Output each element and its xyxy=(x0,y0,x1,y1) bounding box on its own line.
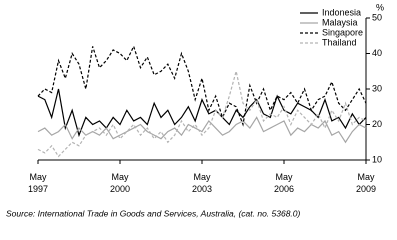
legend-label: Malaysia xyxy=(322,17,358,27)
y-tick-label: 40 xyxy=(372,48,382,58)
x-tick-label: May 2006 xyxy=(274,172,294,194)
y-tick-label: 50 xyxy=(372,12,382,22)
legend-label: Thailand xyxy=(322,37,357,47)
x-tick-label: May 2009 xyxy=(356,172,376,194)
y-axis-label: % xyxy=(376,2,384,12)
chart: % Source: International Trade in Goods a… xyxy=(6,2,384,218)
legend-label: Singapore xyxy=(322,27,363,37)
series-line xyxy=(37,44,367,127)
y-tick-label: 30 xyxy=(372,83,382,93)
x-tick-label: May 2003 xyxy=(192,172,212,194)
y-tick-label: 10 xyxy=(372,154,382,164)
series-line xyxy=(37,116,367,144)
y-tick-label: 20 xyxy=(372,119,382,129)
x-tick-label: May 1997 xyxy=(28,172,48,194)
series-line xyxy=(37,88,367,138)
legend-label: Indonesia xyxy=(322,7,361,17)
x-tick-label: May 2000 xyxy=(110,172,130,194)
source-note: Source: International Trade in Goods and… xyxy=(6,208,301,218)
series-line xyxy=(37,71,367,158)
